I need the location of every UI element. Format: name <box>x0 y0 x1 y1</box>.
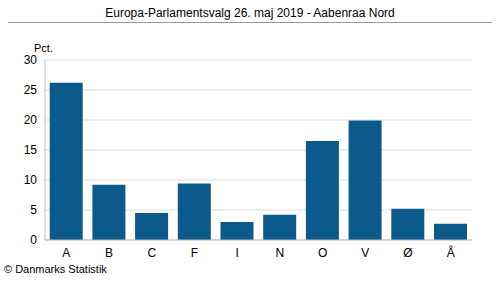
svg-text:A: A <box>62 246 70 260</box>
svg-text:V: V <box>361 246 369 260</box>
svg-text:Ø: Ø <box>403 246 412 260</box>
svg-text:15: 15 <box>24 143 38 157</box>
svg-text:Å: Å <box>447 245 455 260</box>
svg-text:5: 5 <box>30 203 37 217</box>
html-text:Europa-Parlamentsvalg 26. maj: Europa-Parlamentsvalg 26. maj 2019 - Aab… <box>105 6 395 20</box>
svg-text:F: F <box>191 246 198 260</box>
svg-text:10: 10 <box>24 173 38 187</box>
html-text:Pct.: Pct. <box>34 42 53 54</box>
svg-text:C: C <box>147 246 156 260</box>
svg-text:20: 20 <box>24 113 38 127</box>
svg-text:30: 30 <box>24 53 38 67</box>
svg-text:O: O <box>318 246 327 260</box>
svg-text:N: N <box>276 246 285 260</box>
svg-text:0: 0 <box>30 233 37 247</box>
svg-text:25: 25 <box>24 83 38 97</box>
svg-text:B: B <box>105 246 113 260</box>
svg-text:I: I <box>235 246 238 260</box>
html-text:© Danmarks Statistik: © Danmarks Statistik <box>4 263 107 275</box>
